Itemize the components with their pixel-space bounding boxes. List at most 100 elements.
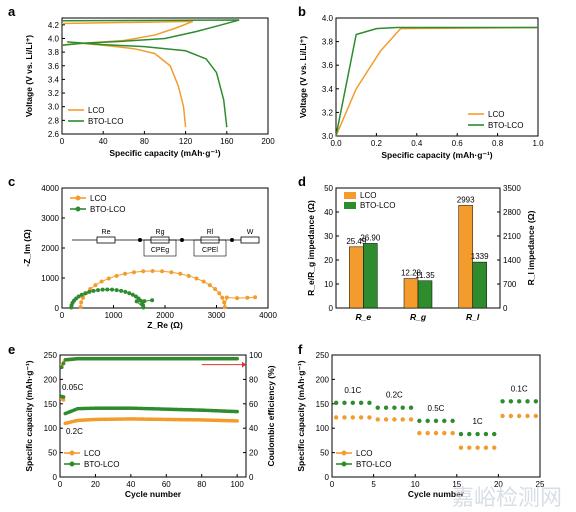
legend-label: BTO-LCO [84, 460, 119, 469]
y-tick-label: 250 [316, 351, 330, 360]
y-tick-label: 3000 [41, 214, 59, 223]
arrow-head [242, 361, 246, 368]
x-tick-label: 25 [536, 480, 545, 489]
bar [403, 278, 419, 309]
series-line [72, 41, 187, 128]
circuit-element [96, 236, 116, 244]
data-point [358, 415, 364, 420]
capacity-point [235, 419, 239, 423]
data-point [400, 417, 405, 422]
bar [363, 243, 378, 309]
x-tick-label: 20 [91, 480, 100, 489]
y-tick-label: 3.0 [48, 103, 60, 112]
data-point [475, 431, 480, 437]
y-tick-label: 10 [324, 280, 333, 289]
y-tick-label: 2800 [503, 208, 521, 217]
data-point [333, 415, 339, 420]
data-point [375, 417, 380, 422]
x-tick-label: 1.0 [532, 139, 544, 148]
y-tick-label: 4.0 [48, 34, 60, 43]
data-point [342, 400, 347, 406]
data-point [79, 300, 84, 305]
x-tick-label: 0 [58, 480, 63, 489]
data-point [508, 399, 514, 404]
data-point [500, 399, 505, 404]
data-point [150, 268, 155, 273]
data-point [100, 287, 105, 292]
data-point [425, 430, 430, 436]
y2-axis-label: R_l impedance (Ω) [526, 210, 536, 285]
y-tick-label: 3.8 [322, 38, 334, 47]
y-tick-label: 0 [55, 304, 60, 313]
panel-e: e 0 20 40 60 80 100 0 50 100 150 200 250 0 20 40 60 80 100… [8, 342, 276, 499]
data-point [217, 291, 222, 296]
data-point [383, 417, 389, 422]
data-point [392, 405, 397, 410]
data-point [150, 298, 155, 303]
x-tick-label: 4000 [259, 311, 277, 320]
bar-value-label: 26.90 [360, 233, 381, 242]
circuit-label: CPEg [151, 247, 169, 254]
y-tick-label: 150 [44, 400, 58, 409]
data-point [76, 294, 81, 299]
x-tick-label: 5 [371, 480, 376, 489]
y-tick-label: 3.6 [322, 61, 334, 70]
circuit-node [230, 238, 234, 242]
y-tick-label: 20 [249, 449, 258, 458]
data-point [235, 296, 240, 301]
y-tick-label: 0 [53, 473, 58, 482]
x-tick-label: 0.0 [330, 139, 342, 148]
data-point [408, 405, 414, 410]
data-point [442, 430, 447, 436]
data-point [333, 400, 339, 406]
legend-label: LCO [488, 110, 504, 119]
data-point [400, 405, 405, 410]
data-point [483, 431, 489, 437]
category-label: R_g [410, 312, 427, 322]
data-point [458, 431, 464, 437]
bar-value-label: 11.35 [415, 271, 435, 280]
y-tick-label: 3.2 [322, 108, 334, 117]
x-axis-label: Cycle number [125, 489, 182, 499]
y-tick-label: 3.4 [48, 75, 60, 84]
series-line [61, 19, 240, 47]
y-tick-label: 100 [249, 351, 263, 360]
plot-frame [59, 354, 247, 478]
data-point [517, 413, 522, 419]
rate-annotation: 0.05C [62, 383, 84, 392]
data-point [245, 295, 250, 300]
legend-marker [69, 461, 75, 467]
y-tick-label: 250 [44, 351, 58, 360]
data-point [350, 415, 355, 420]
bar-value-label: 2993 [457, 195, 475, 204]
legend-marker [75, 206, 81, 212]
y-axis-label: R_e/R_g impedance (Ω) [306, 200, 316, 296]
data-point [367, 415, 372, 420]
data-point [222, 300, 227, 305]
data-point [358, 400, 364, 406]
circuit-branch [143, 239, 177, 257]
data-point [375, 405, 380, 410]
data-point [106, 276, 111, 281]
efficiency-point [235, 356, 239, 361]
x-axis-label: Cycle number [408, 489, 465, 499]
data-point [450, 418, 455, 424]
y-tick-label: 150 [316, 400, 330, 409]
x-tick-label: 1000 [105, 311, 123, 320]
y-tick-label: 200 [44, 375, 58, 384]
y-tick-label: 3.2 [48, 89, 60, 98]
legend-marker [75, 195, 81, 201]
rate-label: 0.2C [386, 391, 403, 400]
y-axis-label: Specific capacity (mAh·g⁻¹) [24, 360, 34, 471]
legend-label: LCO [90, 194, 106, 203]
panel-label: f [298, 342, 303, 357]
capacity-point [61, 398, 66, 402]
panel-c: c 0 1000 2000 3000 4000 0 1000 2000 3000 4000 Z_Re … [8, 174, 277, 330]
x-tick-label: 100 [230, 480, 244, 489]
plot-frame [61, 17, 269, 135]
data-point [433, 430, 439, 436]
x-tick-label: 60 [162, 480, 171, 489]
legend-swatch [344, 202, 356, 209]
x-tick-label: 40 [126, 480, 135, 489]
panel-label: c [8, 174, 15, 189]
